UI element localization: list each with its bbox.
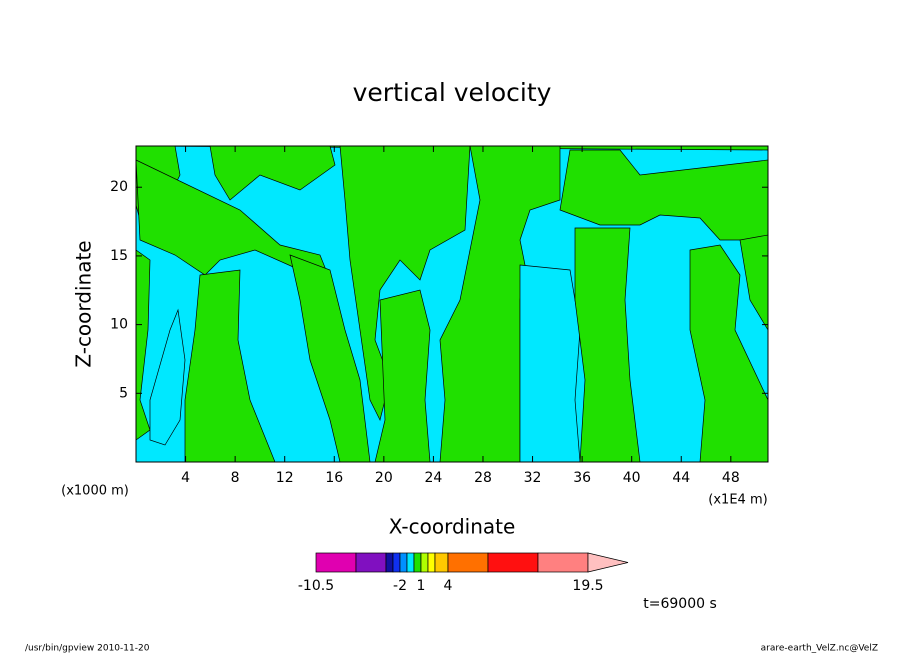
y-axis-label: Z-coordinate — [72, 240, 96, 367]
colorbar-box — [420, 552, 429, 573]
x-tick-label: 4 — [181, 470, 190, 486]
y-tick-label: 10 — [110, 317, 128, 333]
x-tick-label: 48 — [722, 470, 740, 486]
colorbar-arrow — [587, 552, 629, 573]
colorbar-tick-label: 19.5 — [572, 578, 603, 594]
colorbar-box — [406, 552, 415, 573]
colorbar-box — [537, 552, 589, 573]
colorbar-box — [447, 552, 489, 573]
y-tick-label: 5 — [119, 385, 128, 401]
colorbar-box — [487, 552, 539, 573]
x-tick-label: 44 — [672, 470, 690, 486]
colorbar-tick-label: 4 — [444, 578, 453, 594]
colorbar-box — [434, 552, 449, 573]
region — [135, 159, 331, 281]
colorbar-tick-label: 1 — [417, 578, 426, 594]
chart-title: vertical velocity — [353, 78, 552, 107]
x-axis-label: X-coordinate — [389, 515, 516, 539]
x-tick-label: 8 — [231, 470, 240, 486]
region — [519, 264, 581, 463]
x-unit-label: (x1E4 m) — [708, 493, 767, 508]
colorbar-box — [355, 552, 387, 573]
x-tick-label: 32 — [524, 470, 542, 486]
x-tick-label: 12 — [276, 470, 294, 486]
x-tick-label: 40 — [623, 470, 641, 486]
footer: /usr/bin/gpview 2010-11-20 — [25, 644, 150, 654]
x-tick-label: 16 — [325, 470, 343, 486]
colorbar-tick-label: -2 — [393, 578, 407, 594]
x-tick-label: 20 — [375, 470, 393, 486]
region — [149, 308, 186, 446]
x-tick-label: 24 — [424, 470, 442, 486]
y-tick-label: 15 — [110, 248, 128, 264]
y-tick-label: 20 — [110, 179, 128, 195]
colorbar-box — [427, 552, 436, 573]
x-tick-label: 28 — [474, 470, 492, 486]
plot-frame — [135, 145, 769, 463]
colorbar-box — [392, 552, 401, 573]
footer: arare-earth_VelZ.nc@VelZ — [761, 644, 878, 654]
x-tick-label: 36 — [573, 470, 591, 486]
colorbar-box — [315, 552, 357, 573]
x-unit-label: (x1000 m) — [61, 484, 129, 499]
time-label: t=69000 s — [643, 596, 717, 612]
colorbar-box — [399, 552, 408, 573]
contour-field — [135, 145, 769, 463]
region — [374, 289, 431, 463]
region — [209, 145, 336, 201]
region — [339, 145, 471, 422]
colorbar-box — [385, 552, 394, 573]
colorbar-tick-label: -10.5 — [298, 578, 334, 594]
colorbar-box — [413, 552, 422, 573]
